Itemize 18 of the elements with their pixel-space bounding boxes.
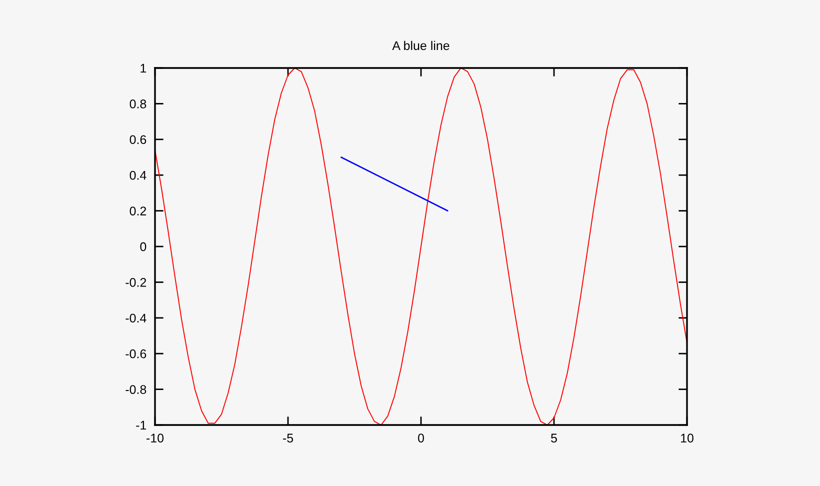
y-tick-label: 0.8: [130, 100, 146, 108]
y-tick-label: -0.6: [126, 349, 146, 358]
y-tick-label: 0.2: [130, 206, 146, 216]
x-tick-label: 0: [418, 434, 424, 443]
x-tick-label: 10: [681, 434, 694, 443]
y-tick-label: 0.6: [130, 135, 146, 144]
y-tick-label: -1: [136, 420, 146, 430]
y-tick-label: -0.8: [126, 385, 146, 394]
x-tick-label: -10: [146, 434, 164, 443]
y-tick-label: 0.4: [130, 170, 146, 180]
y-tick-label: 1: [140, 64, 146, 73]
y-tick-label: 0: [140, 242, 146, 252]
line-series: [155, 68, 687, 425]
x-tick-label: 5: [551, 434, 557, 443]
y-tick-label: -0.2: [126, 278, 146, 287]
y-tick-label: -0.4: [126, 314, 146, 323]
x-tick-label: -5: [283, 434, 294, 443]
chart-title: A blue line: [392, 40, 450, 50]
